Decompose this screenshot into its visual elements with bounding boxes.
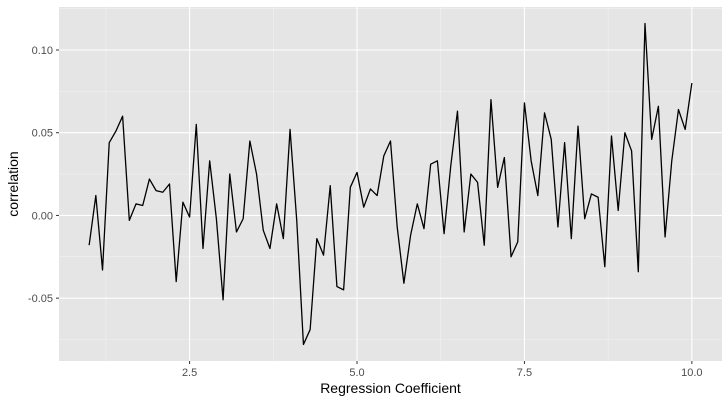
x-axis-title: Regression Coefficient xyxy=(320,380,461,396)
y-axis: -0.05 0.00 0.05 0.10 xyxy=(28,45,59,305)
y-tick-label: -0.05 xyxy=(28,293,53,305)
x-tick-label: 7.5 xyxy=(517,367,532,379)
y-axis-title: correlation xyxy=(5,151,21,216)
y-tick-label: 0.00 xyxy=(32,210,53,222)
x-tick-label: 10.0 xyxy=(681,367,702,379)
x-tick-label: 5.0 xyxy=(349,367,364,379)
plot-panel xyxy=(59,7,722,361)
x-tick-label: 2.5 xyxy=(182,367,197,379)
y-tick-label: 0.05 xyxy=(32,128,53,140)
x-axis: 2.5 5.0 7.5 10.0 xyxy=(182,361,703,379)
grid xyxy=(59,7,722,361)
y-tick-label: 0.10 xyxy=(32,45,53,57)
series-line xyxy=(88,22,693,346)
